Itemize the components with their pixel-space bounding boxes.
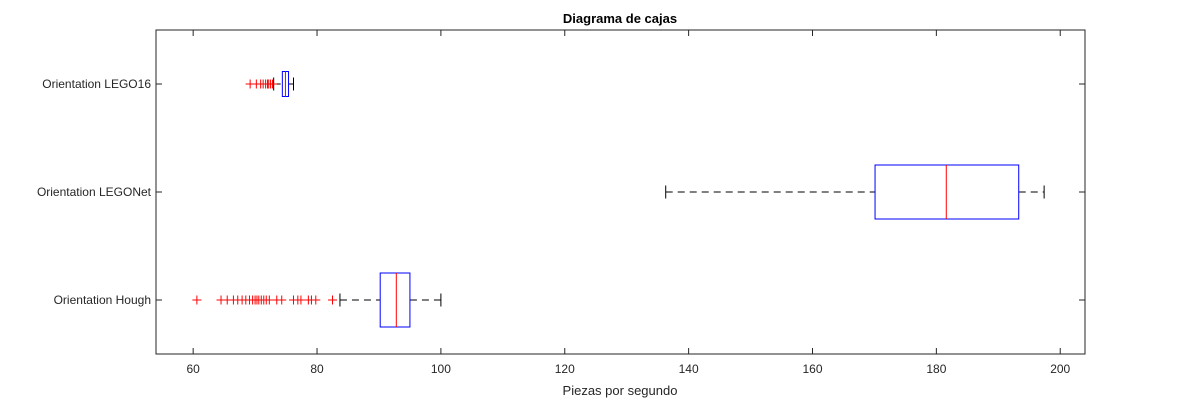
axes-frame	[155, 29, 1086, 355]
x-tick-label: 120	[555, 362, 575, 376]
outlier-point	[277, 295, 287, 305]
chart-title: Diagrama de cajas	[563, 11, 677, 26]
outlier-point	[267, 79, 277, 89]
x-tick-label: 60	[186, 362, 200, 376]
outlier-point	[328, 295, 338, 305]
plot-area: 60 80 100 120 140 160 180 200 Orientation LEGO16…	[37, 29, 1086, 376]
x-tick-label: 100	[431, 362, 451, 376]
x-tick-label: 180	[926, 362, 946, 376]
x-tick-label: 160	[802, 362, 822, 376]
box-iqr	[874, 164, 1020, 220]
category-label: Orientation LEGONet	[37, 185, 152, 199]
category-label: Orientation Hough	[54, 293, 151, 307]
box-iqr	[379, 272, 411, 328]
outlier-point	[192, 295, 202, 305]
x-tick-label: 80	[310, 362, 324, 376]
x-axis-label: Piezas por segundo	[563, 383, 678, 398]
x-tick-label: 200	[1050, 362, 1070, 376]
x-tick-label: 140	[679, 362, 699, 376]
outlier-point	[311, 295, 321, 305]
category-label: Orientation LEGO16	[42, 77, 151, 91]
